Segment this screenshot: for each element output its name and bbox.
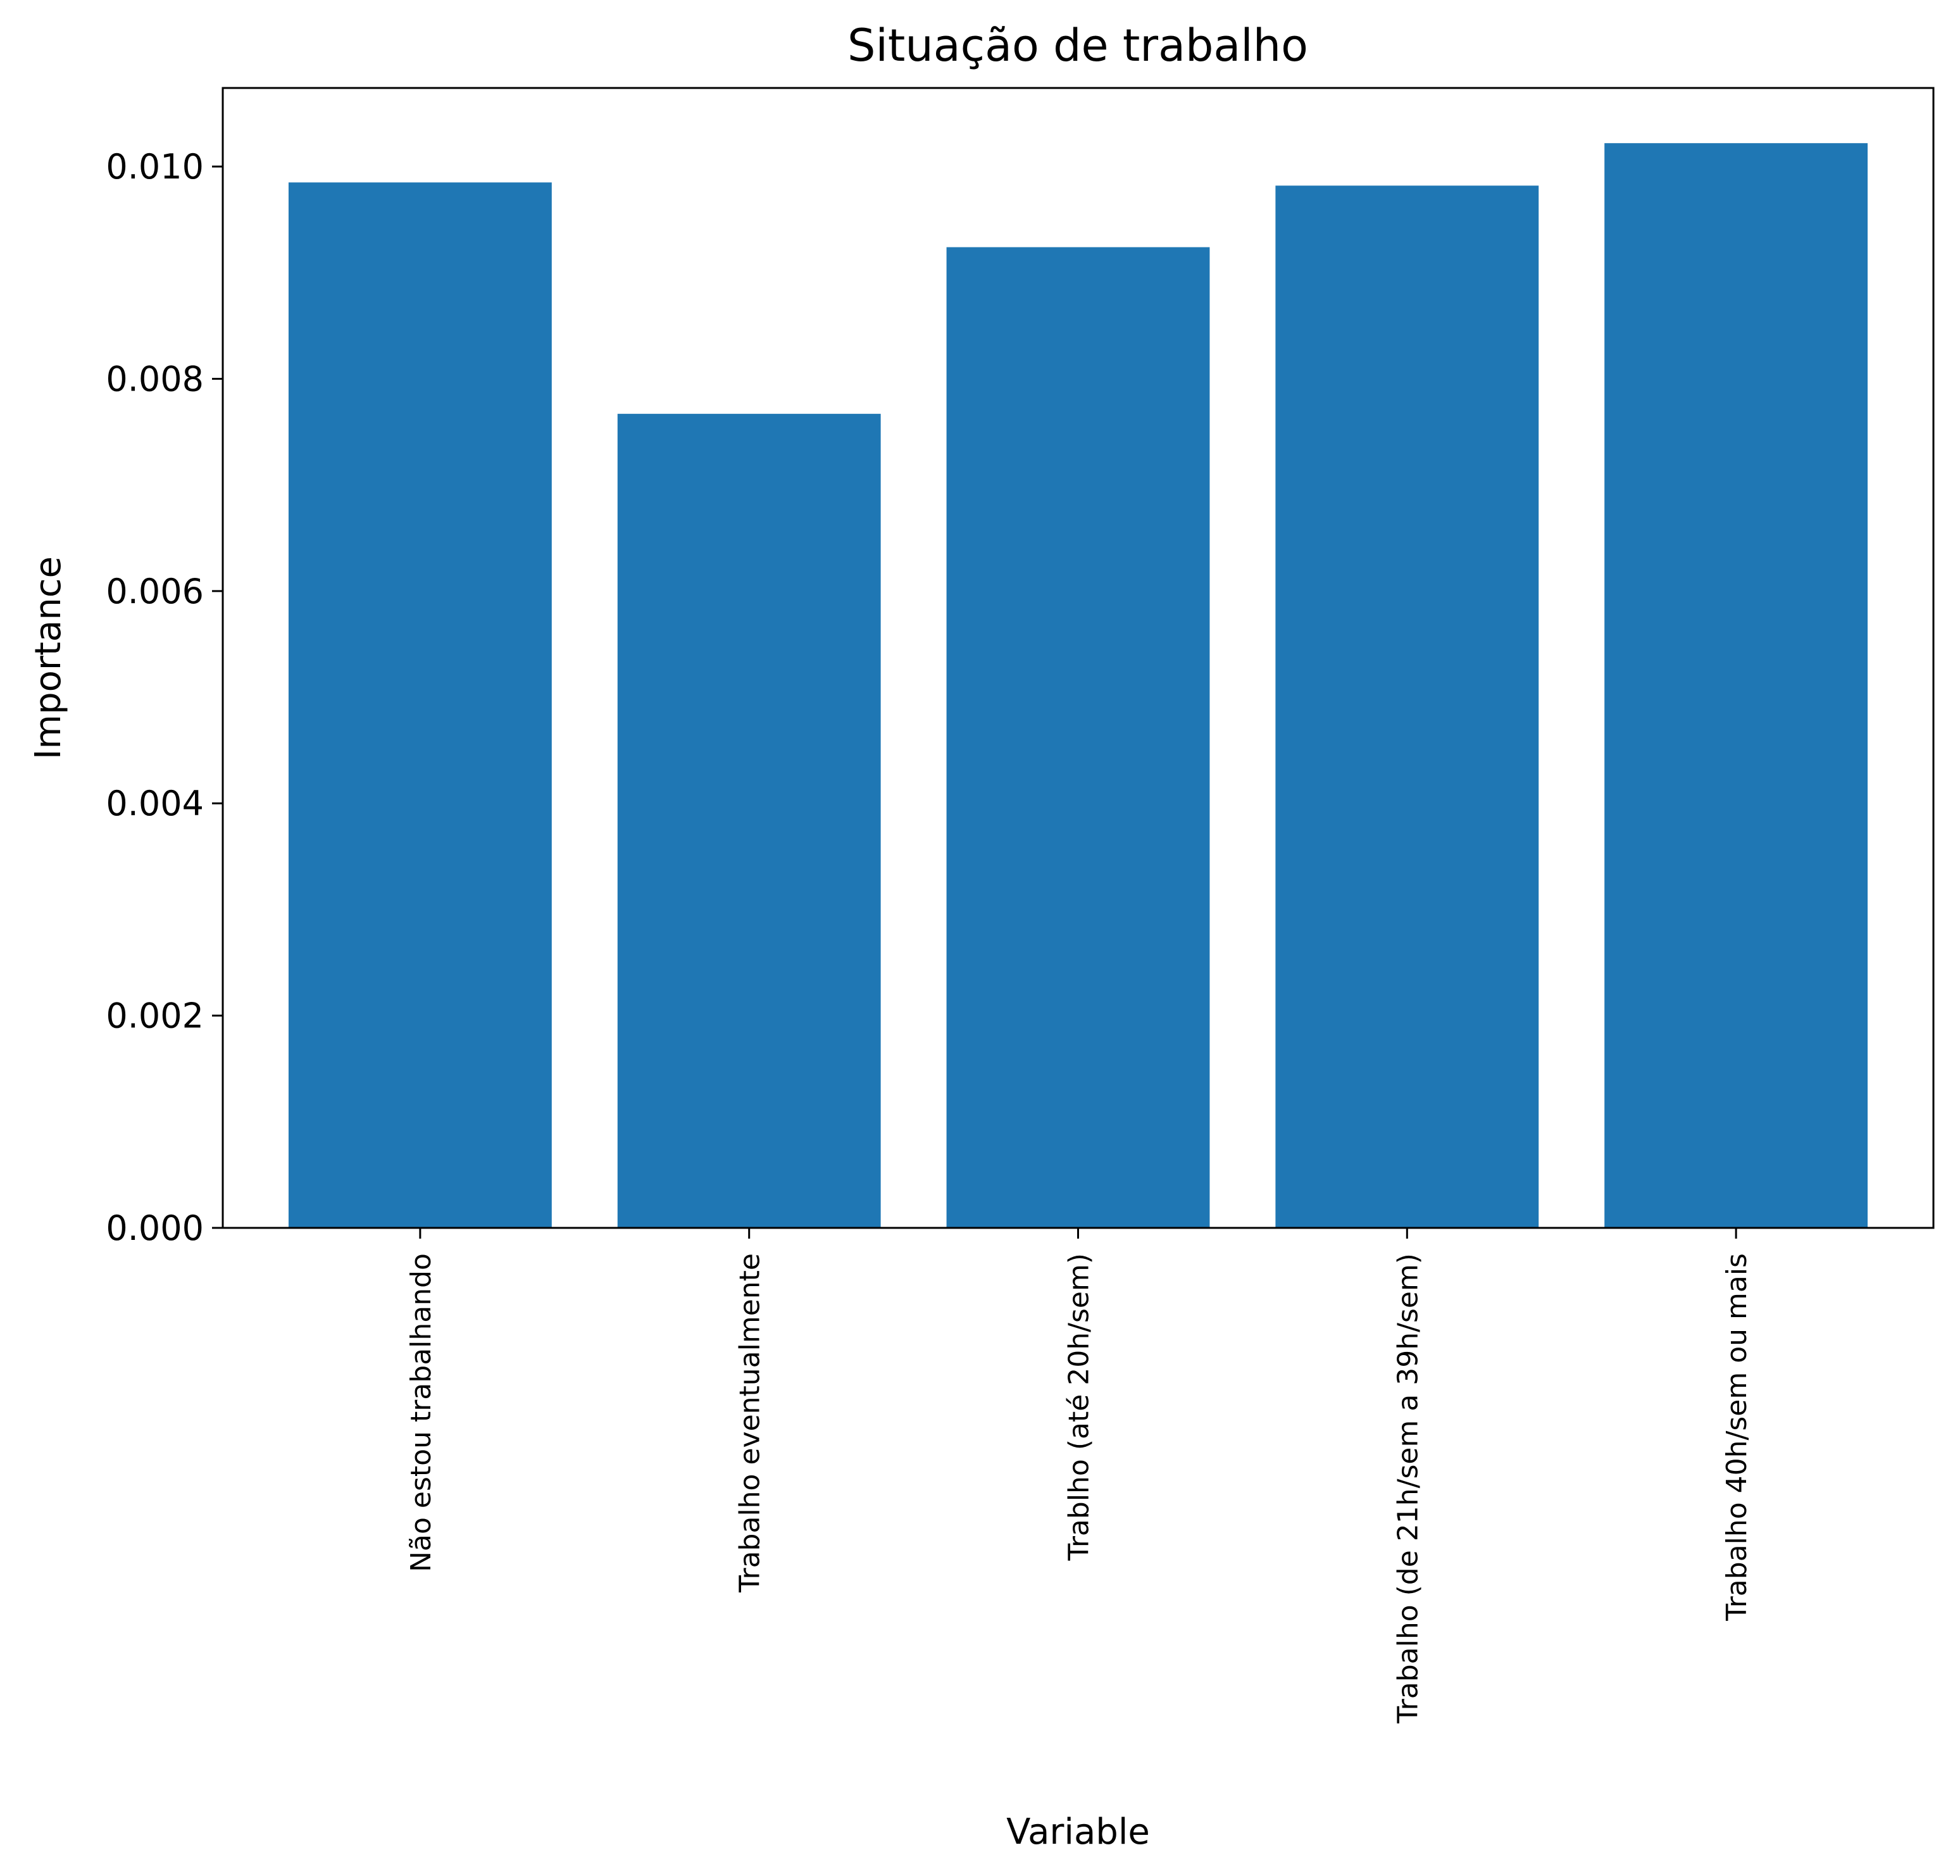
y-tick-label: 0.006	[106, 572, 204, 611]
y-axis: 0.000 0.002 0.004 0.006 0.008 0.010	[106, 147, 223, 1248]
x-tick-label: Trabalho (de 21h/sem a 39h/sem)	[1392, 1253, 1424, 1724]
bar-4	[1604, 143, 1868, 1229]
chart-title: Situação de trabalho	[847, 20, 1308, 72]
bar-2	[946, 247, 1210, 1228]
y-tick-label: 0.004	[106, 784, 204, 823]
x-tick-label: Trablho (até 20h/sem)	[1063, 1253, 1095, 1561]
x-tick-label: Trabalho eventualmente	[734, 1253, 766, 1593]
y-tick-label: 0.010	[106, 147, 204, 187]
bar-3	[1275, 185, 1539, 1228]
bars-group	[288, 143, 1868, 1229]
x-tick-label: Não estou trabalhando	[405, 1253, 437, 1572]
x-axis: Não estou trabalhando Trabalho eventualme…	[405, 1228, 1753, 1724]
y-tick-label: 0.002	[106, 996, 204, 1036]
x-axis-title: Variable	[1006, 1811, 1150, 1853]
bar-0	[288, 182, 552, 1228]
y-axis-title: Importance	[28, 556, 69, 760]
x-tick-label: Trabalho 40h/sem ou mais	[1721, 1253, 1753, 1622]
y-tick-label: 0.000	[106, 1208, 204, 1248]
bar-1	[617, 413, 881, 1228]
plot-frame	[222, 87, 1935, 1229]
y-tick-label: 0.008	[106, 359, 204, 399]
